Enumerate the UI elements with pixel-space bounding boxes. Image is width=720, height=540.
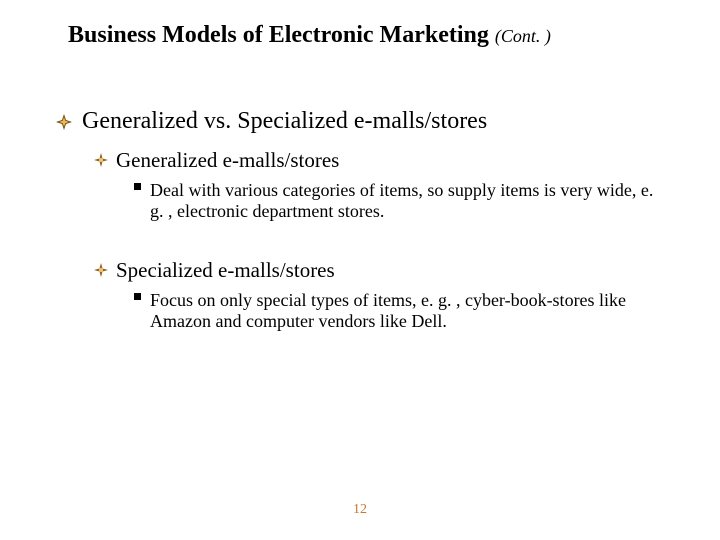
level3-item: Deal with various categories of items, s…: [150, 180, 660, 222]
section1-heading: Generalized e-malls/stores: [116, 148, 339, 172]
square-bullet-icon: [134, 293, 141, 300]
slide-title: Business Models of Electronic Marketing …: [68, 22, 690, 49]
page-number: 12: [0, 502, 720, 518]
level1-item: Generalized vs. Specialized e-malls/stor…: [82, 108, 487, 135]
level2-item: Specialized e-malls/stores: [116, 258, 335, 283]
level1-text: Generalized vs. Specialized e-malls/stor…: [82, 108, 487, 134]
section1-body: Deal with various categories of items, s…: [150, 180, 653, 221]
section2-body: Focus on only special types of items, e.…: [150, 290, 626, 331]
level2-item: Generalized e-malls/stores: [116, 148, 339, 173]
title-cont: (Cont. ): [495, 26, 551, 46]
section2-heading: Specialized e-malls/stores: [116, 258, 335, 282]
level3-item: Focus on only special types of items, e.…: [150, 290, 660, 332]
title-main: Business Models of Electronic Marketing: [68, 22, 489, 48]
diamond-cluster-icon: [56, 114, 72, 130]
starburst-icon: [94, 153, 108, 167]
square-bullet-icon: [134, 183, 141, 190]
slide: Business Models of Electronic Marketing …: [0, 0, 720, 540]
starburst-icon: [94, 263, 108, 277]
